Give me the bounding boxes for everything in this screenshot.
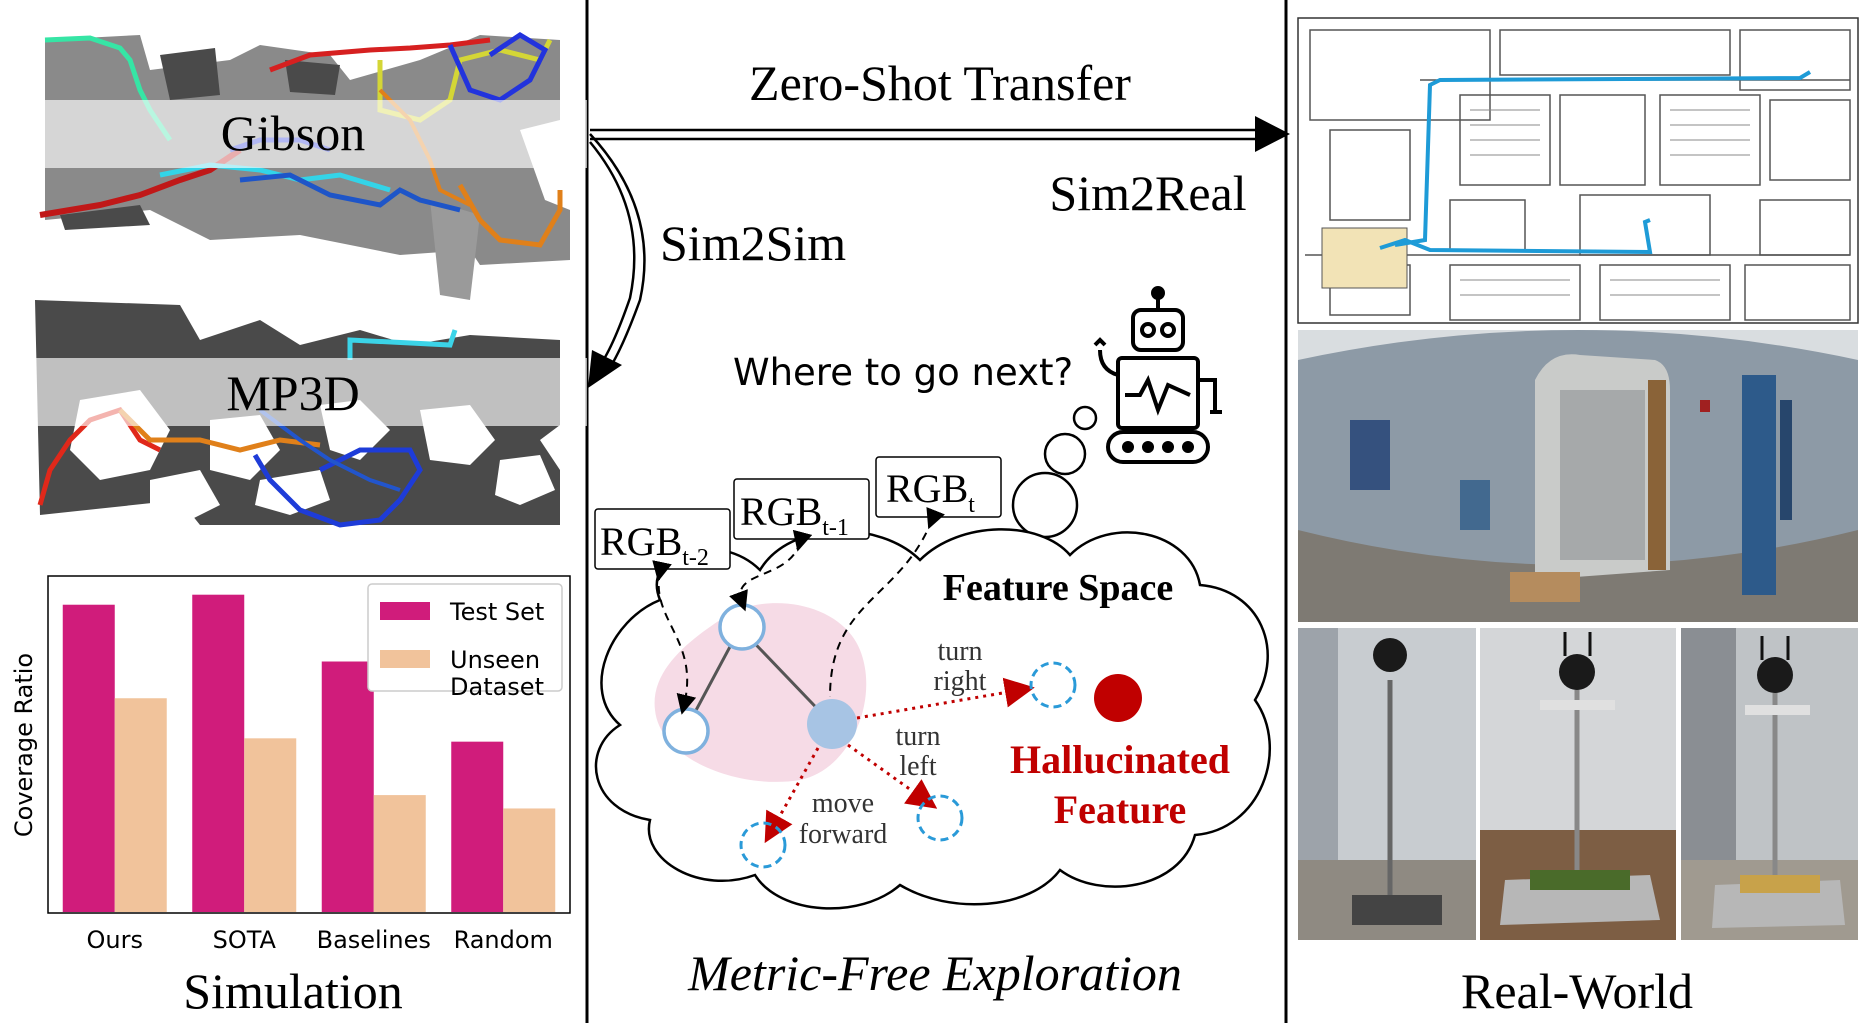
hallucinated-node (1094, 674, 1142, 722)
bar-ours-series-1 (62, 604, 115, 912)
bar-baselines-series-1 (321, 661, 374, 912)
move-forward-label-2: forward (799, 819, 888, 850)
robot-photo-left (1298, 628, 1476, 940)
bar-ours-series-2 (114, 698, 167, 912)
zero-shot-transfer-label: Zero-Shot Transfer (749, 55, 1131, 111)
turn-right-label-2: right (934, 666, 987, 697)
bar-random-series-1 (451, 741, 504, 912)
x-tick-label: Baselines (317, 926, 431, 954)
gibson-label: Gibson (221, 105, 365, 161)
feature-space-title: Feature Space (943, 567, 1173, 609)
x-tick-label: Random (454, 926, 553, 954)
turn-left-label-2: left (899, 751, 937, 782)
bar-sota-series-1 (192, 594, 245, 912)
bar-sota-series-2 (244, 738, 297, 912)
chart-frame (47, 575, 571, 914)
turn-right-arrow (856, 677, 1035, 720)
turn-right-label-1: turn (937, 636, 982, 667)
bar-baselines-series-2 (373, 795, 426, 912)
transfer-arrow-head (1255, 116, 1290, 152)
legend-swatch-1 (380, 602, 430, 620)
robot-icon (1093, 286, 1222, 464)
hallucinated-label-1: Hallucinated (1010, 737, 1230, 782)
robot-photo-middle (1480, 628, 1676, 940)
svg-text:RGBt: RGBt (886, 466, 975, 518)
robot-photo-right (1681, 628, 1858, 940)
thought-bubbles (1011, 405, 1098, 539)
sim2real-label: Sim2Real (1049, 165, 1246, 221)
gibson-label-band (0, 100, 587, 168)
node-t-1 (718, 603, 766, 651)
candidate-node-forward (739, 821, 787, 869)
legend-swatch-2 (380, 650, 430, 668)
dashed-link-t (829, 506, 946, 698)
mp3d-label: MP3D (226, 365, 359, 421)
metric-free-caption: Metric-Free Exploration (687, 945, 1182, 1001)
real-world-caption: Real-World (1461, 963, 1693, 1019)
candidate-node-right (1029, 661, 1077, 709)
x-tick-label: Ours (87, 926, 143, 954)
y-axis-label: Coverage Ratio (10, 653, 38, 837)
hallway-panorama-photo (1298, 330, 1858, 622)
node-t-2 (662, 707, 710, 755)
floor-plan-image (1297, 17, 1859, 324)
coverage-bar-chart: Coverage Ratio Ours SOTA Baselines Random T… (10, 575, 571, 954)
legend-label-1: Test Set (449, 598, 544, 626)
legend-label-2: Unseen (450, 646, 540, 674)
sim2sim-label: Sim2Sim (660, 215, 846, 271)
x-tick-label: SOTA (213, 926, 277, 954)
candidate-node-left (916, 794, 964, 842)
sim2sim-arrow-head (588, 350, 622, 388)
svg-text:RGBt-1: RGBt-1 (740, 489, 849, 541)
sim2sim-arrow-inner (589, 141, 636, 369)
sim2sim-arrow-outer (589, 133, 646, 376)
bar-random-series-2 (503, 808, 556, 912)
simulation-caption: Simulation (183, 963, 402, 1019)
move-forward-label-1: move (812, 788, 874, 819)
node-t-current (807, 699, 857, 749)
rgb-label-t: RGBt (875, 456, 1002, 518)
svg-text:RGBt-2: RGBt-2 (600, 519, 709, 571)
rgb-label-t-2: RGBt-2 (594, 508, 731, 571)
dashed-link-t-2 (652, 560, 697, 715)
question-text: Where to go next? (733, 351, 1073, 394)
mp3d-label-band (0, 358, 587, 426)
legend-label-2: Dataset (450, 673, 544, 701)
hallucinated-label-2: Feature (1054, 787, 1187, 832)
turn-left-label-1: turn (895, 721, 940, 752)
rgb-label-t-1: RGBt-1 (733, 478, 870, 541)
